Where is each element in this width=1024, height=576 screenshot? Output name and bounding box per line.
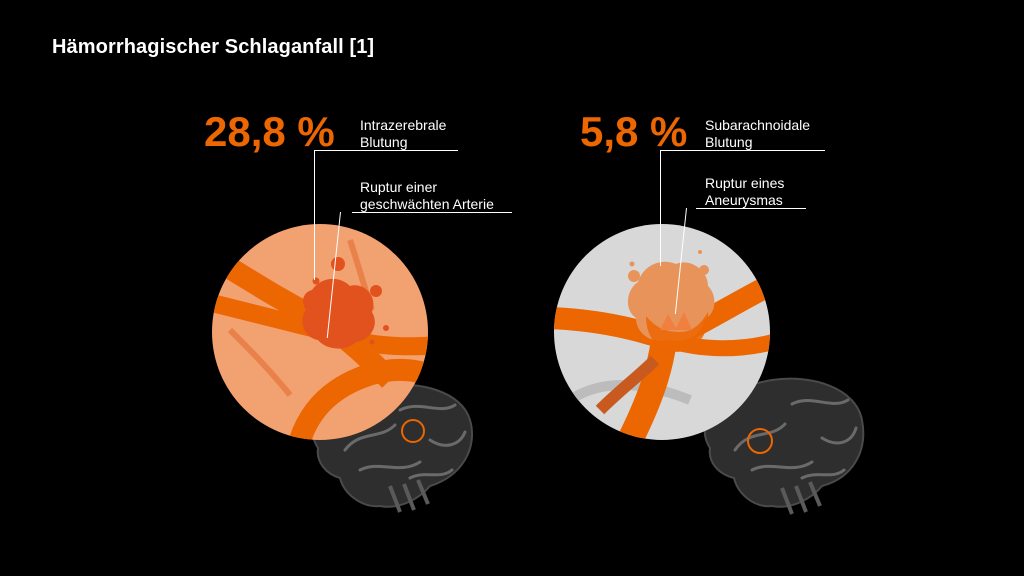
cause-label-intracerebral: Ruptur einer geschwächten Arterie [360, 179, 494, 212]
percent-subarachnoid: 5,8 % [580, 108, 688, 155]
percent-intracerebral: 28,8 % [204, 108, 335, 155]
leader-line [660, 150, 661, 266]
leader-line [352, 212, 512, 213]
type-label-subarachnoid: Subarachnoidale Blutung [705, 117, 811, 150]
brain-icon-right [703, 377, 865, 515]
bleeding-spot-left [302, 257, 389, 349]
leader-line [696, 208, 806, 209]
cause-label-subarachnoid: Ruptur eines Aneurysmas [705, 175, 785, 208]
bleeding-spot-right [627, 250, 715, 352]
subarachnoid-hemorrhage-illustration [554, 224, 770, 440]
leader-line [660, 150, 825, 151]
type-label-intracerebral: Intrazerebrale Blutung [360, 117, 447, 150]
page-title: Hämorrhagischer Schlaganfall [1] [52, 36, 375, 58]
leader-line [314, 150, 458, 151]
leader-line [314, 150, 315, 280]
